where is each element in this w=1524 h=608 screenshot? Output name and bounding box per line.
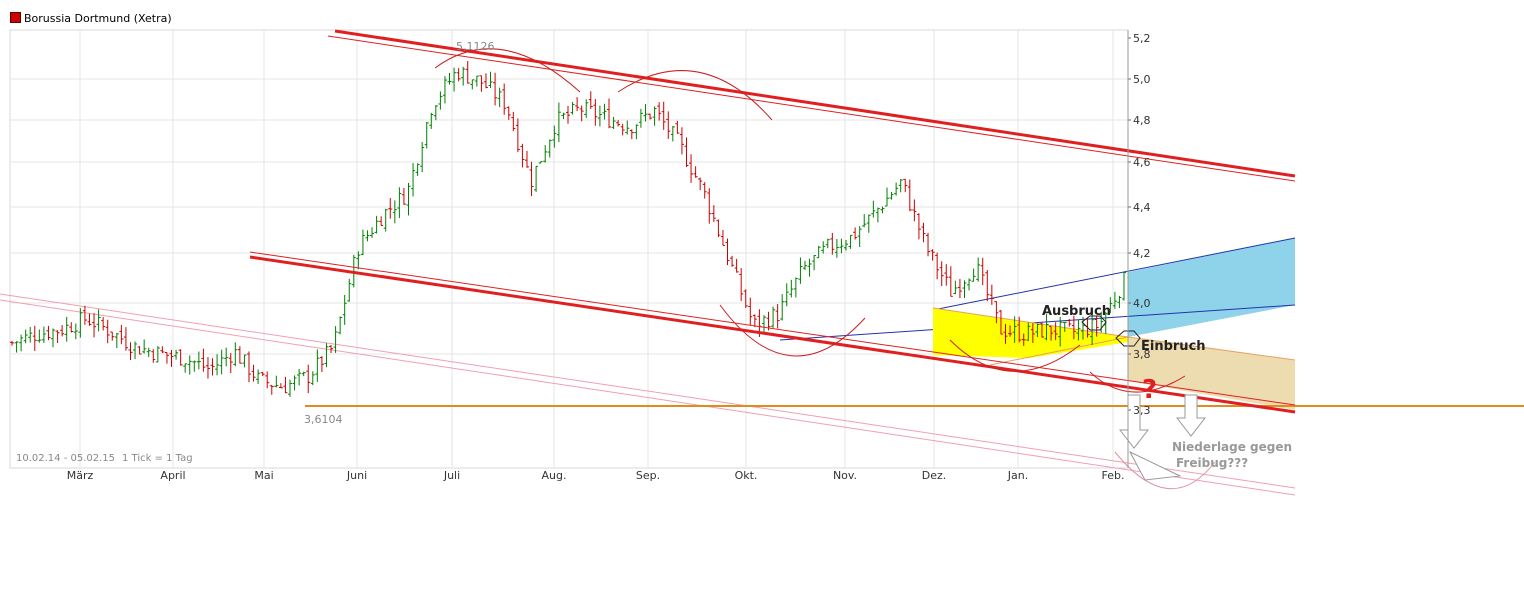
yellow-triangle-upper (932, 307, 1129, 338)
blue-channel-lower (779, 304, 1296, 341)
breakout-label: Ausbruch (1042, 304, 1111, 319)
y-tick-label: 4,2 (1133, 247, 1151, 260)
tan-channel-area (1128, 337, 1295, 410)
x-tick-label: Feb. (1102, 469, 1125, 482)
top-arc-1 (434, 48, 581, 93)
low-price-label: 3,6104 (304, 413, 343, 426)
y-tick-label: 4,6 (1133, 156, 1151, 169)
bottom-arc-1 (719, 304, 866, 357)
x-tick-label: Okt. (735, 469, 758, 482)
legend-swatch (10, 12, 21, 23)
note-line-1: Niederlage gegen (1172, 440, 1292, 454)
x-tick-label: Nov. (833, 469, 857, 482)
x-tick-label: März (67, 469, 94, 482)
note-line-2: Freibug??? (1176, 456, 1248, 470)
plot-area (9, 29, 1129, 469)
breakdown-label: Einbruch (1141, 339, 1206, 354)
upper-trend-line-thin (327, 35, 1296, 182)
date-range-label: 10.02.14 - 05.02.15 (16, 453, 115, 464)
lower-trend-line-thin (249, 251, 1296, 406)
x-tick-label: Juli (443, 469, 460, 482)
yellow-triangle-lower (989, 336, 1129, 366)
tick-info-label: 1 Tick = 1 Tag (122, 453, 193, 464)
down-arrow-2 (1175, 394, 1207, 437)
high-price-label: 5,1126 (456, 40, 495, 53)
lower-trend-line (249, 255, 1296, 414)
y-tick-label: 4,4 (1133, 201, 1151, 214)
x-tick-label: April (160, 469, 185, 482)
x-tick-label: Mai (254, 469, 273, 482)
legend-title: Borussia Dortmund (Xetra) (24, 12, 172, 25)
chart-legend: Borussia Dortmund (Xetra) (10, 12, 172, 25)
y-tick-label: 4,8 (1133, 114, 1151, 127)
tan-channel-upper (1127, 336, 1296, 361)
y-tick-label: 5,0 (1133, 73, 1151, 86)
y-tick-label: 4,0 (1133, 297, 1151, 310)
y-tick-label: 5,2 (1133, 32, 1151, 45)
x-tick-label: Dez. (922, 469, 947, 482)
pink-trend-line-a (0, 293, 1296, 489)
x-axis: März April Mai Juni Juli Aug. Sep. Okt. Nov. Dez.… (67, 469, 1125, 482)
y-axis: 5,2 5,0 4,8 4,6 4,4 4,2 4,0 3,8 3,3 (1127, 30, 1151, 468)
pink-trend-line-b (0, 299, 1296, 496)
question-mark: ? (1142, 375, 1157, 405)
blue-channel-area (1128, 238, 1295, 337)
y-tick-label: 3,8 (1133, 348, 1151, 361)
upper-trend-line (334, 29, 1296, 178)
bottom-arc-4 (1114, 451, 1216, 489)
x-tick-label: Jan. (1007, 469, 1028, 482)
price-bars (10, 60, 1126, 397)
bottom-arc-3 (1089, 371, 1186, 393)
x-tick-label: Aug. (542, 469, 567, 482)
down-arrow-1 (1118, 394, 1150, 449)
breakdown-marker (1115, 330, 1141, 347)
x-tick-label: Juni (346, 469, 367, 482)
bottom-arc-2 (949, 339, 1081, 372)
breakout-marker (1081, 315, 1107, 331)
x-tick-label: Sep. (636, 469, 660, 482)
top-arc-2 (617, 70, 773, 121)
down-arrow-3 (1128, 450, 1182, 481)
y-tick-label: 3,3 (1133, 404, 1151, 417)
